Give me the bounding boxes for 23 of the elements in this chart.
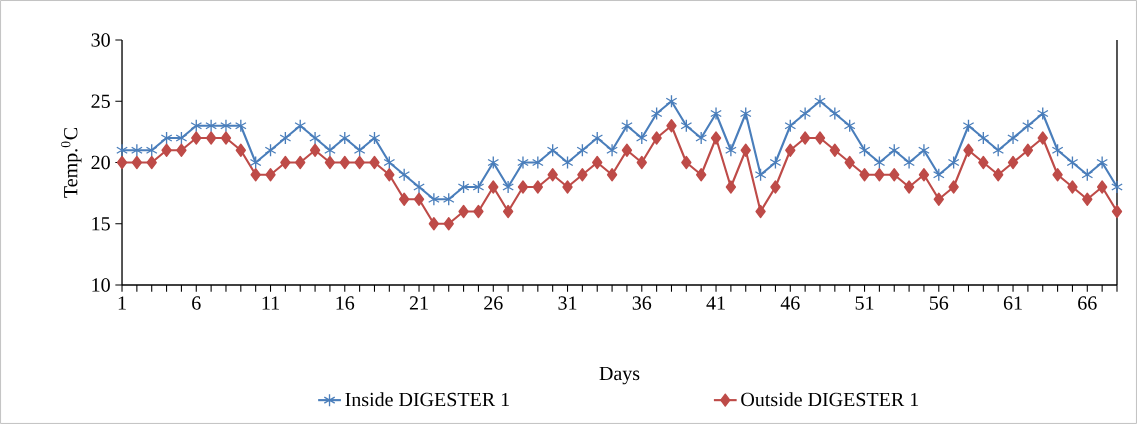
- x-tick-label: 6: [192, 296, 201, 310]
- x-tick-label: 21: [409, 296, 428, 310]
- y-tick-label: 10: [92, 278, 110, 292]
- y-axis-title: Temp.$^{0}$C: [60, 127, 82, 198]
- y-tick-label: 30: [91, 33, 110, 47]
- x-tick-label: 61: [1003, 296, 1022, 310]
- x-tick-label: 11: [262, 296, 279, 310]
- x-tick-label: 36: [632, 296, 652, 310]
- x-tick-label: 56: [929, 296, 949, 310]
- x-tick-label: 16: [336, 296, 355, 310]
- x-tick-label: 41: [706, 296, 725, 310]
- x-tick-label: 26: [484, 296, 503, 310]
- x-tick-label: 31: [558, 296, 577, 310]
- legend-label: Outside DIGESTER 1: [741, 392, 919, 407]
- y-tick-label: 25: [91, 94, 110, 108]
- y-tick-label: 20: [91, 155, 110, 170]
- x-tick-label: 1: [118, 296, 126, 310]
- x-tick-label: 66: [1078, 296, 1097, 310]
- y-tick-label: 15: [92, 217, 110, 231]
- x-axis-title: Days: [599, 366, 640, 385]
- x-tick-label: 51: [855, 296, 874, 310]
- legend-label: Inside DIGESTER 1: [345, 392, 509, 407]
- x-tick-label: 46: [780, 296, 800, 310]
